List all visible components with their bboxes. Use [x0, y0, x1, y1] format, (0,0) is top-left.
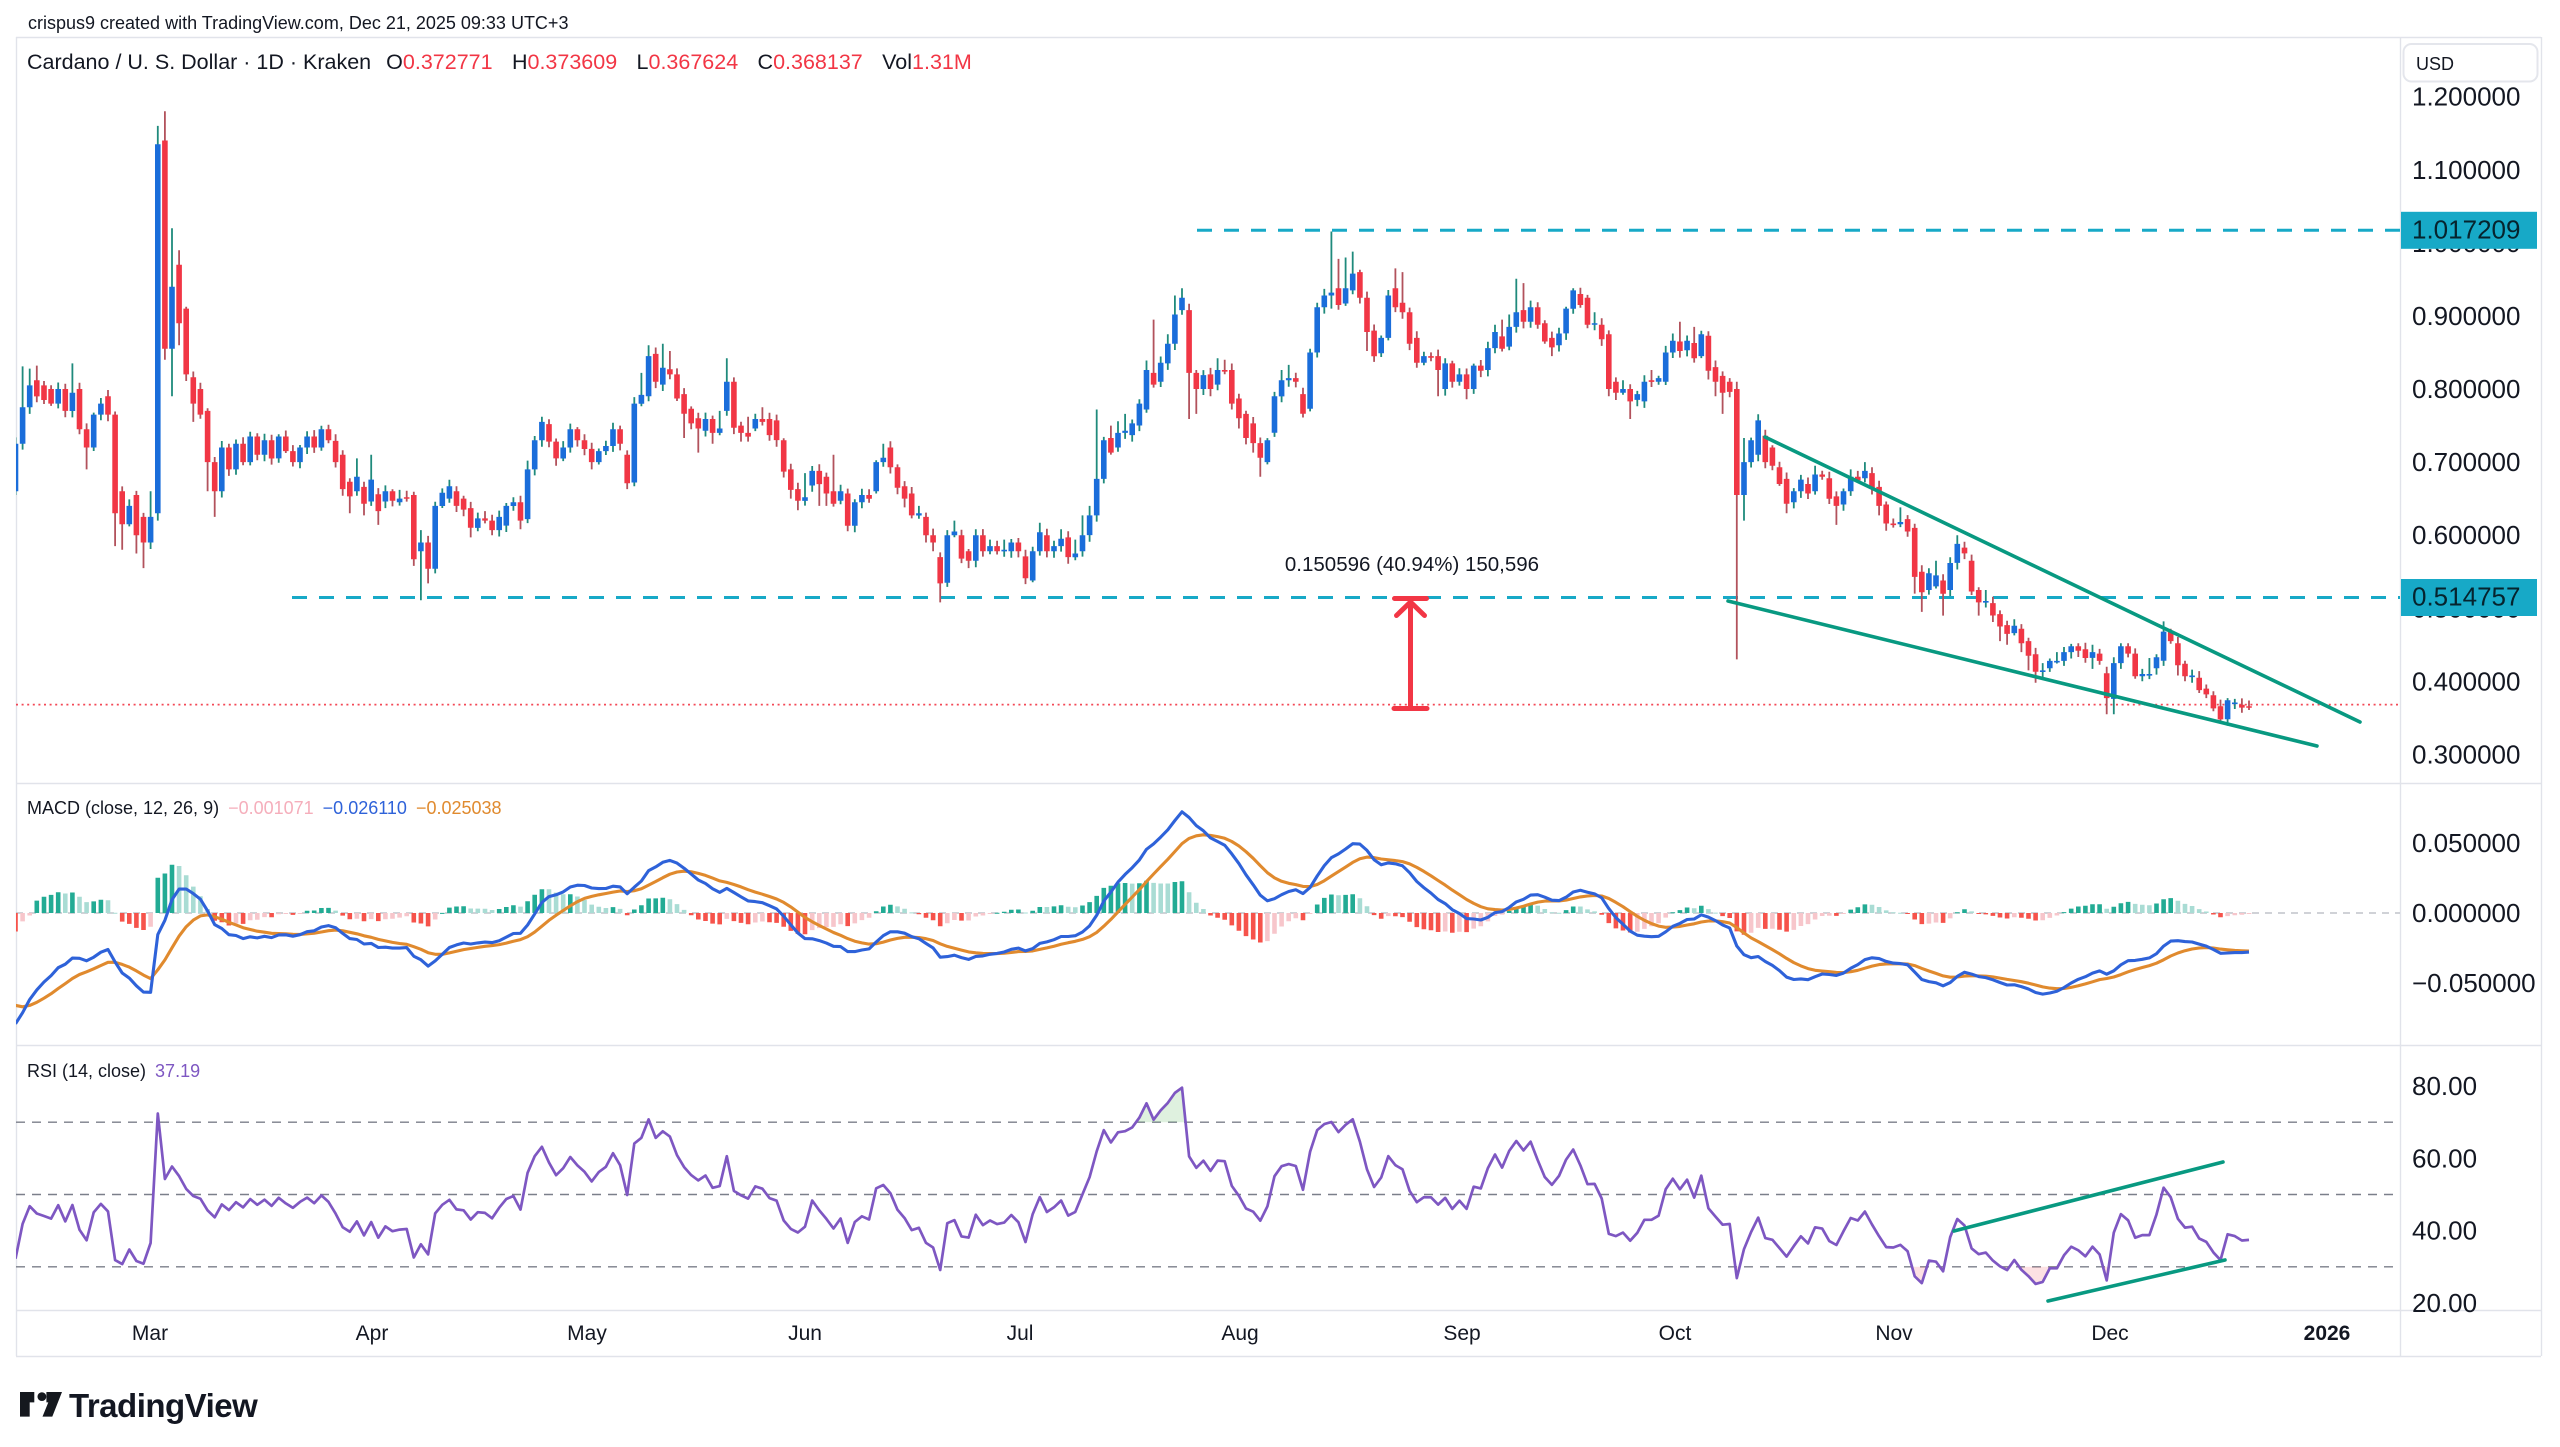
svg-text:USD: USD — [2416, 54, 2454, 74]
svg-text:2026: 2026 — [2304, 1322, 2351, 1345]
svg-text:0.150596 (40.94%) 150,596: 0.150596 (40.94%) 150,596 — [1285, 553, 1539, 576]
svg-text:Mar: Mar — [132, 1322, 168, 1345]
svg-text:Sep: Sep — [1443, 1322, 1480, 1345]
svg-text:0.300000: 0.300000 — [2412, 739, 2520, 769]
svg-text:1.017209: 1.017209 — [2412, 214, 2520, 244]
svg-text:Oct: Oct — [1659, 1322, 1692, 1345]
svg-text:1.200000: 1.200000 — [2412, 82, 2520, 112]
svg-text:20.00: 20.00 — [2412, 1288, 2477, 1318]
svg-text:Jun: Jun — [788, 1322, 822, 1345]
svg-text:0.900000: 0.900000 — [2412, 301, 2520, 331]
svg-text:0.000000: 0.000000 — [2412, 898, 2520, 928]
svg-text:1.100000: 1.100000 — [2412, 155, 2520, 185]
svg-text:TradingView: TradingView — [69, 1387, 258, 1424]
svg-text:MACD (close, 12, 26, 9) −0.001: MACD (close, 12, 26, 9) −0.001071 −0.026… — [27, 798, 502, 818]
svg-text:Nov: Nov — [1875, 1322, 1913, 1345]
svg-text:Dec: Dec — [2091, 1322, 2128, 1345]
svg-text:0.800000: 0.800000 — [2412, 374, 2520, 404]
svg-text:Aug: Aug — [1221, 1322, 1258, 1345]
svg-text:0.400000: 0.400000 — [2412, 666, 2520, 696]
svg-text:0.050000: 0.050000 — [2412, 828, 2520, 858]
svg-text:Cardano / U. S. Dollar · 1D ·: Cardano / U. S. Dollar · 1D · Kraken O0.… — [27, 50, 972, 74]
svg-text:0.700000: 0.700000 — [2412, 447, 2520, 477]
svg-text:0.600000: 0.600000 — [2412, 520, 2520, 550]
svg-text:Jul: Jul — [1007, 1322, 1034, 1345]
svg-text:40.00: 40.00 — [2412, 1216, 2477, 1246]
svg-text:−0.050000: −0.050000 — [2412, 968, 2536, 998]
svg-text:crispus9 created with TradingV: crispus9 created with TradingView.com, D… — [28, 13, 568, 33]
svg-text:Apr: Apr — [356, 1322, 389, 1345]
svg-text:60.00: 60.00 — [2412, 1143, 2477, 1173]
svg-text:RSI (14, close) 37.19: RSI (14, close) 37.19 — [27, 1061, 200, 1081]
svg-text:May: May — [567, 1322, 607, 1345]
svg-text:80.00: 80.00 — [2412, 1071, 2477, 1101]
svg-text:0.514757: 0.514757 — [2412, 582, 2520, 612]
